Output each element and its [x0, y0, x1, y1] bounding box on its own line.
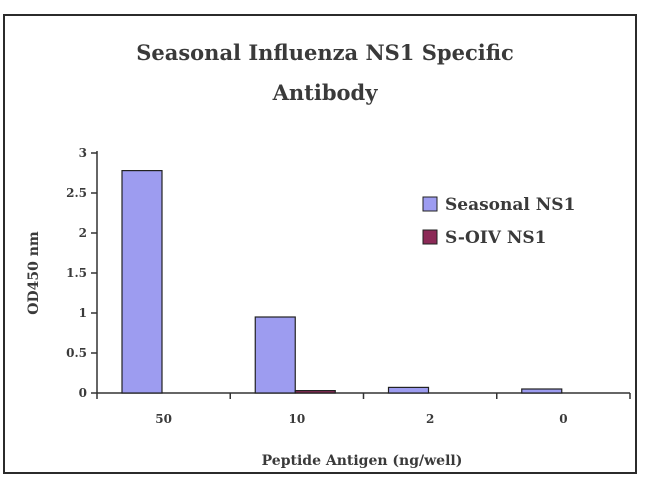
legend-label: S-OIV NS1: [445, 228, 546, 248]
x-tick-label: 50: [155, 412, 172, 426]
legend-swatch: [422, 196, 438, 212]
legend-label: Seasonal NS1: [445, 195, 575, 215]
x-tick-label: 0: [559, 412, 567, 426]
y-tick-label: 1.5: [66, 266, 87, 280]
y-tick-label: 3: [79, 146, 87, 160]
y-tick-label: 0.5: [66, 346, 87, 360]
bar-seasonal-ns1-2: [387, 386, 430, 394]
x-axis-title: Peptide Antigen (ng/well): [262, 453, 463, 469]
y-tick-label: 2.5: [66, 186, 87, 200]
chart-title-line-2: Antibody: [272, 80, 379, 105]
x-tick-label: 2: [426, 412, 434, 426]
y-tick-label: 0: [79, 386, 87, 400]
x-tick-label: 10: [289, 412, 306, 426]
bar-seasonal-ns1-0: [521, 388, 563, 394]
bar-s-oiv-ns1-10: [294, 390, 336, 394]
chart-title-line-1: Seasonal Influenza NS1 Specific: [136, 40, 514, 65]
y-tick-label: 1: [79, 306, 87, 320]
chart-frame: [3, 14, 637, 474]
bar-seasonal-ns1-50: [121, 170, 163, 394]
plot-area: 0 0.5 1 1.5 2 2.5 3 50 10 2 0 Seasonal NS1 S-OIV NS1: [66, 146, 631, 426]
legend-swatch: [422, 229, 438, 245]
y-axis-title: OD450 nm: [26, 231, 42, 315]
y-tick-label: 2: [79, 226, 87, 240]
bar-seasonal-ns1-10: [254, 316, 296, 394]
